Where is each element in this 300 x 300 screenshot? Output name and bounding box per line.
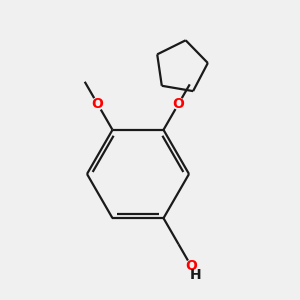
Text: O: O: [185, 259, 197, 273]
Text: H: H: [190, 268, 202, 281]
Text: O: O: [92, 97, 104, 111]
Text: O: O: [172, 97, 184, 111]
